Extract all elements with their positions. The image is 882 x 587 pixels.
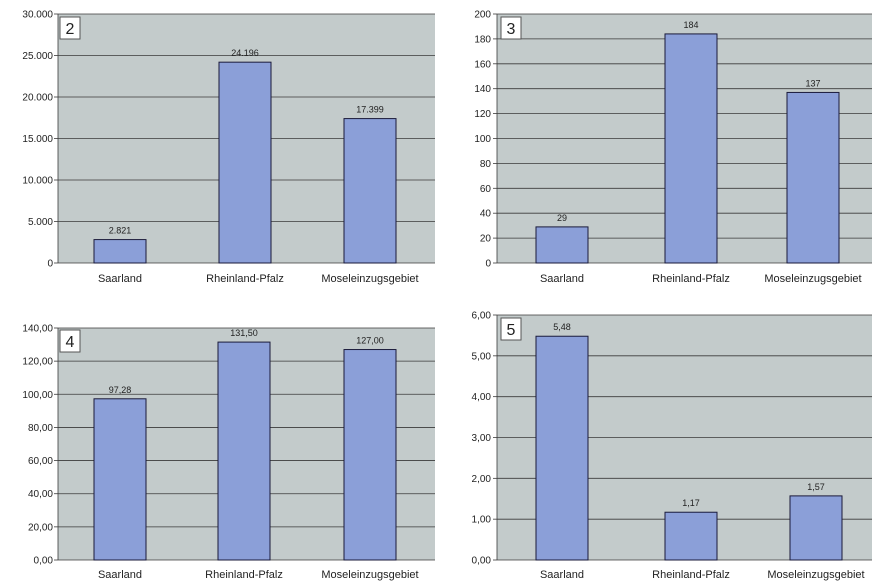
category-label: Saarland [98,569,142,581]
bar [343,118,397,264]
data-label: 2.821 [109,226,132,236]
data-label: 97,28 [109,385,132,395]
bar [789,495,843,561]
category-label: Moseleinzugsgebiet [321,569,418,581]
panel-number: 5 [507,322,516,339]
y-tick-label: 100 [474,134,491,145]
bar [786,91,840,264]
category-label: Moseleinzugsgebiet [321,273,418,285]
y-tick-label: 20.000 [22,93,53,104]
y-tick-label: 40 [480,209,492,220]
panel-number: 4 [66,334,75,351]
y-tick-label: 0 [485,259,491,270]
y-tick-label: 30.000 [22,10,53,21]
y-tick-label: 20 [480,234,492,245]
chart-panel-5: 0,00 1,00 2,00 3,00 4,00 5,00 6,00 5,48 Saarland… [472,311,872,581]
category-label: Rheinland-Pfalz [206,273,284,285]
y-tick-label: 0 [47,259,53,270]
panel-number-box [500,16,522,40]
y-tick-label: 60 [480,184,492,195]
y-tick-label: 80 [480,159,492,170]
y-tick-label: 3,00 [472,433,492,444]
chart-panel-4: 0,00 20,00 40,00 60,00 80,00 100,00 120,00 140,… [22,324,435,581]
bar [664,33,718,264]
category-label: Moseleinzugsgebiet [764,273,861,285]
y-tick-label: 2,00 [472,474,492,485]
y-tick-label: 10.000 [22,176,53,187]
y-tick-label: 80,00 [28,423,53,434]
y-tick-label: 200 [474,10,491,21]
y-tick-label: 180 [474,34,491,45]
panel-number: 3 [507,21,516,38]
bar [343,349,397,561]
y-tick-label: 160 [474,59,491,70]
data-label: 1,17 [682,498,700,508]
y-tick-label: 140 [474,84,491,95]
bar [93,398,147,561]
y-tick-label: 100,00 [22,390,53,401]
y-tick-label: 1,00 [472,515,492,526]
y-tick-label: 20,00 [28,522,53,533]
data-label: 127,00 [356,336,384,346]
y-tick-label: 120 [474,109,491,120]
bar [535,226,589,264]
panel-number-box [500,317,522,341]
data-label: 184 [683,20,698,30]
category-label: Saarland [98,273,142,285]
data-label: 131,50 [230,328,258,338]
bar [93,239,147,264]
y-tick-label: 4,00 [472,392,492,403]
y-tick-label: 6,00 [472,311,492,322]
y-tick-label: 25.000 [22,51,53,62]
data-label: 24.196 [231,48,259,58]
bar [664,511,718,561]
bar [218,61,272,264]
panel-number: 2 [66,21,75,38]
bar [535,335,589,561]
category-label: Saarland [540,273,584,285]
category-label: Rheinland-Pfalz [652,273,730,285]
category-label: Saarland [540,569,584,581]
y-tick-label: 15.000 [22,134,53,145]
y-tick-label: 120,00 [22,357,53,368]
chart-panel-3: 0 20 40 60 80 100 120 140 160 180 200 29 Saarland 184… [474,10,872,285]
category-label: Rheinland-Pfalz [205,569,283,581]
y-tick-label: 5,00 [472,351,492,362]
y-tick-label: 0,00 [472,556,492,567]
category-label: Rheinland-Pfalz [652,569,730,581]
y-tick-label: 0,00 [34,556,54,567]
data-label: 1,57 [807,482,825,492]
y-tick-label: 140,00 [22,324,53,335]
bar [217,341,271,561]
chart-panel-2: 0 5.000 10.000 15.000 20.000 25.000 30.000 2.82… [22,10,435,285]
data-label: 29 [557,213,567,223]
data-label: 5,48 [553,322,571,332]
data-label: 17.399 [356,105,384,115]
panel-number-box [59,329,81,353]
category-label: Moseleinzugsgebiet [767,569,864,581]
y-tick-label: 40,00 [28,489,53,500]
panel-number-box [59,16,81,40]
y-tick-label: 5.000 [28,217,53,228]
y-tick-label: 60,00 [28,456,53,467]
data-label: 137 [805,78,820,88]
